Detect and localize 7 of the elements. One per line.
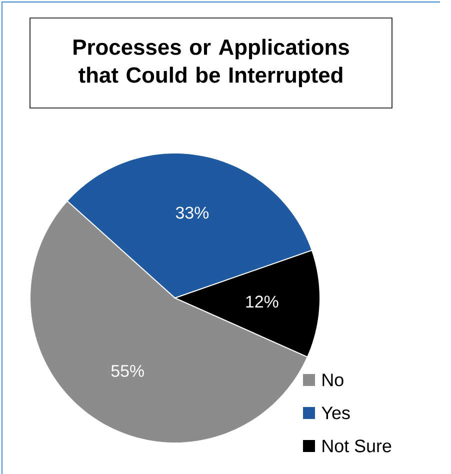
legend-label: Yes xyxy=(322,406,350,420)
data-label: 55% xyxy=(111,365,144,377)
legend-label: No xyxy=(322,374,344,386)
chart-title: Processes or Applications that Could be Interrupted xyxy=(74,38,349,88)
legend-label: Not Sure xyxy=(322,440,392,452)
data-label: 12% xyxy=(246,296,278,308)
data-label: 33% xyxy=(176,206,209,219)
